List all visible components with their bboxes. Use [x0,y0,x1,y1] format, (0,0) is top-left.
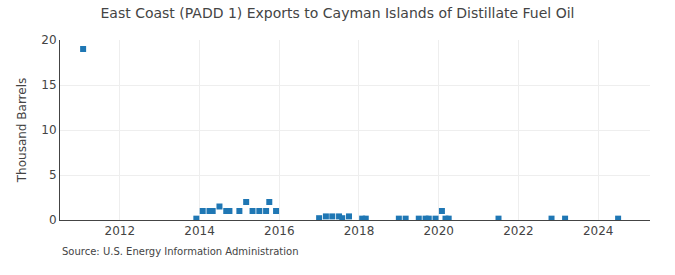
svg-text:East Coast (PADD 1) Exports to: East Coast (PADD 1) Exports to Cayman Is… [101,5,575,21]
svg-text:2016: 2016 [264,224,295,238]
svg-text:2024: 2024 [583,224,614,238]
svg-text:20: 20 [41,33,56,47]
svg-text:2012: 2012 [105,224,136,238]
svg-text:2018: 2018 [344,224,375,238]
svg-text:0: 0 [49,213,57,227]
svg-text:2014: 2014 [184,224,215,238]
svg-text:15: 15 [41,78,56,92]
svg-text:Source: U.S. Energy Informatio: Source: U.S. Energy Information Administ… [62,246,299,257]
svg-text:10: 10 [41,123,56,137]
svg-text:5: 5 [49,168,57,182]
svg-text:2022: 2022 [503,224,534,238]
svg-text:Thousand Barrels: Thousand Barrels [15,78,29,183]
svg-text:2020: 2020 [423,224,454,238]
